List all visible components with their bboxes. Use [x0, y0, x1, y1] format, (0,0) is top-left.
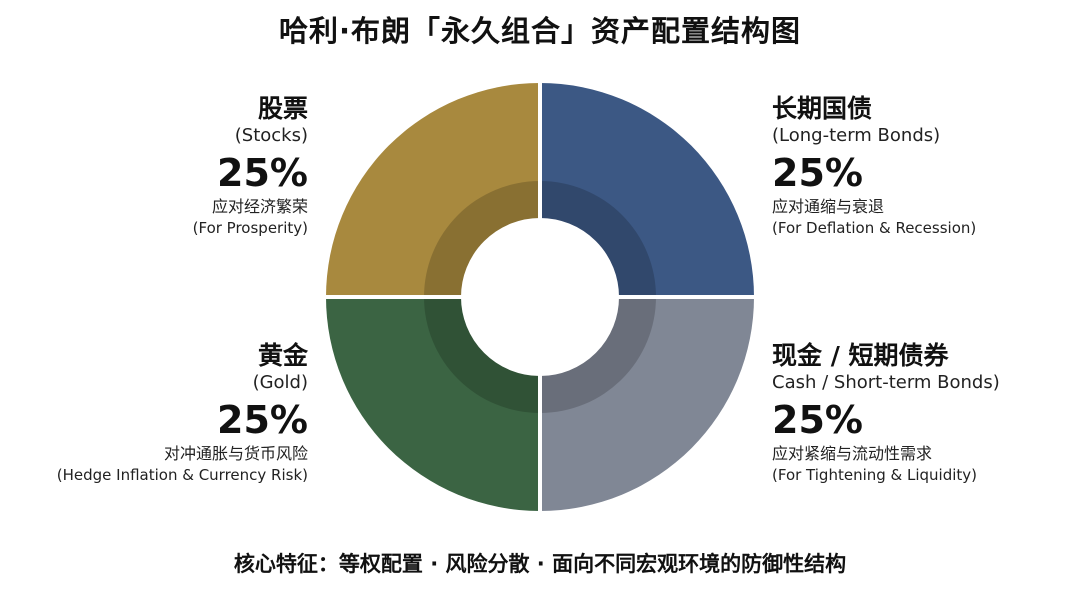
slice-desc-en: (For Deflation & Recession)	[772, 219, 977, 237]
slice-desc-en: (For Prosperity)	[192, 219, 308, 237]
slice-percent: 25%	[217, 151, 308, 195]
slice-percent: 25%	[772, 151, 863, 195]
slice-desc: 应对通缩与衰退	[772, 197, 885, 216]
slice-desc: 应对紧缩与流动性需求	[772, 444, 933, 463]
slice-percent: 25%	[217, 398, 308, 442]
slice-desc-en: (For Tightening & Liquidity)	[772, 466, 978, 484]
slice-desc-en: (Hedge Inflation & Currency Risk)	[56, 466, 308, 484]
donut-hole	[461, 218, 619, 376]
slice-desc: 应对经济繁荣	[211, 197, 308, 216]
slice-label-cash: 现金 / 短期债券 Cash / Short-term Bonds) 25% 应…	[772, 340, 1000, 485]
slice-name-en: (Stocks)	[234, 125, 308, 146]
slice-name-en: Cash / Short-term Bonds)	[772, 372, 1000, 393]
slice-desc: 对冲通胀与货币风险	[163, 444, 308, 463]
slice-name: 现金 / 短期债券	[772, 341, 949, 370]
chart-title: 哈利·布朗「永久组合」资产配置结构图	[278, 14, 802, 48]
slice-label-stocks: 股票 (Stocks) 25% 应对经济繁荣 (For Prosperity)	[193, 93, 308, 238]
slice-name: 股票	[257, 94, 308, 123]
slice-label-gold: 黄金 (Gold) 25% 对冲通胀与货币风险 (Hedge Inflation…	[57, 340, 308, 485]
slice-percent: 25%	[772, 398, 863, 442]
chart-footer: 核心特征：等权配置 · 风险分散 · 面向不同宏观环境的防御性结构	[233, 552, 847, 576]
slice-name: 长期国债	[772, 94, 873, 123]
slice-name-en: (Long-term Bonds)	[772, 125, 941, 146]
slice-name-en: (Gold)	[252, 372, 308, 393]
slice-label-long-term-bonds: 长期国债 (Long-term Bonds) 25% 应对通缩与衰退 (For …	[772, 93, 976, 238]
slice-name: 黄金	[257, 341, 308, 370]
